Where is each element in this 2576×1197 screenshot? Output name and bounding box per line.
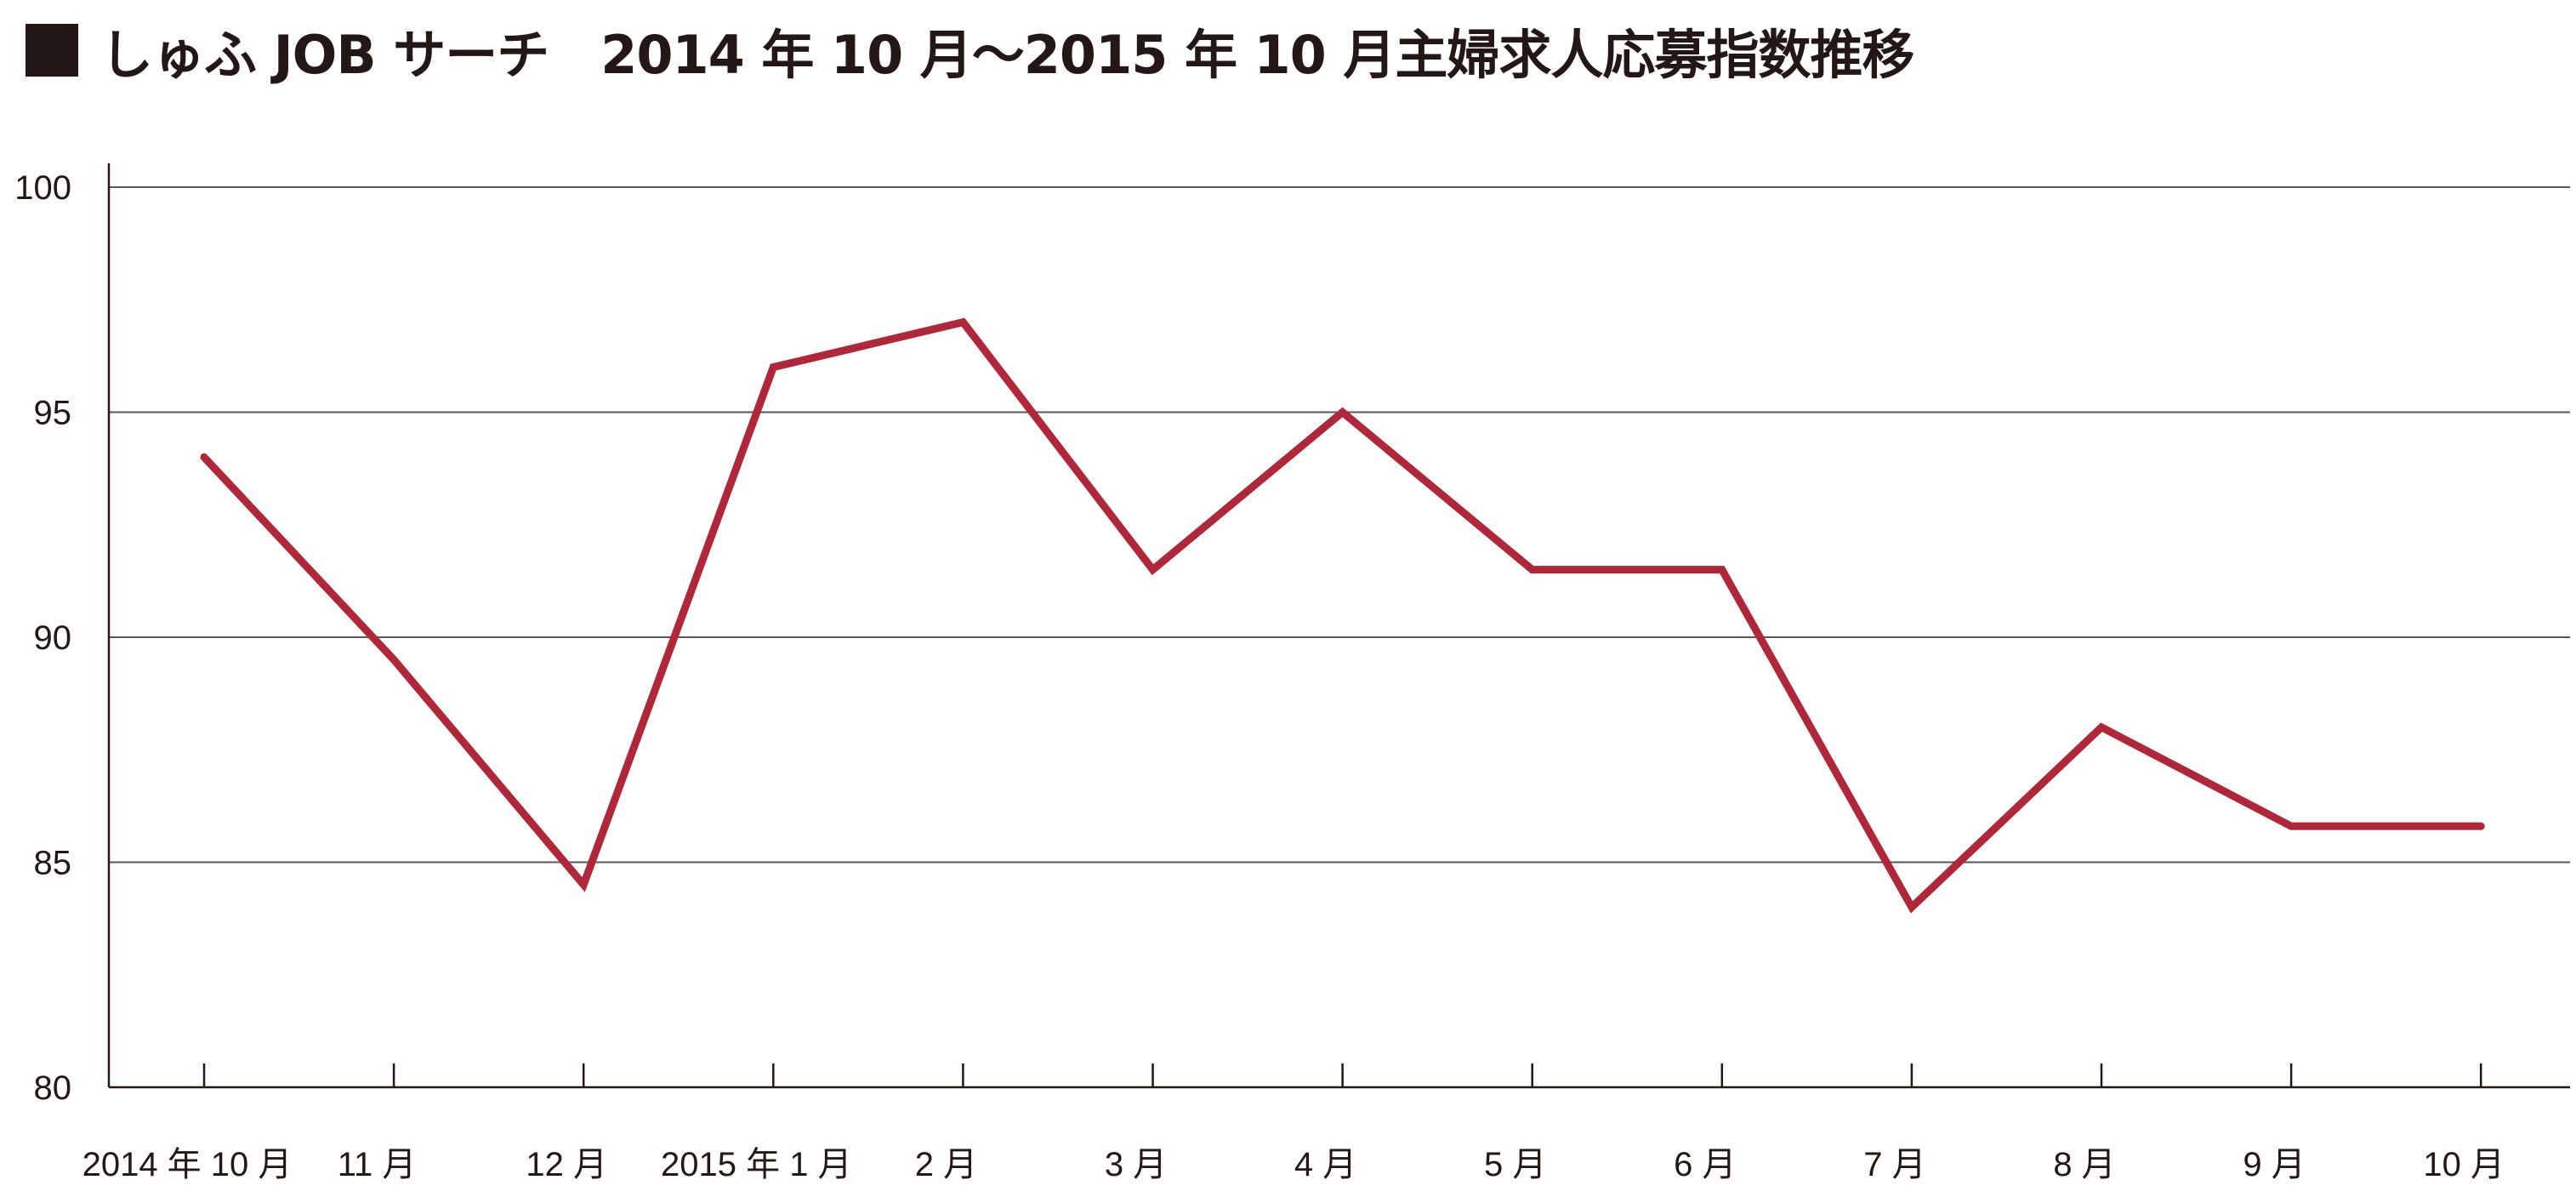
x-tick-label: 10 月 — [2423, 1146, 2505, 1183]
y-tick-label: 95 — [34, 395, 72, 432]
x-tick-label: 2 月 — [915, 1146, 977, 1183]
series-line — [200, 317, 2485, 914]
x-tick-label: 4 月 — [1294, 1146, 1356, 1183]
y-tick-label: 90 — [34, 619, 72, 657]
title-square-icon — [26, 24, 78, 77]
x-tick-label: 11 月 — [338, 1146, 417, 1183]
x-axis-ticks: 2014 年 10 月 11 月 12 月 2015 年 1 月 2 月 3 月 4 月 5 … — [82, 1063, 2505, 1183]
x-tick-label: 2015 年 1 月 — [661, 1146, 852, 1183]
x-tick-label: 6 月 — [1674, 1146, 1736, 1183]
x-tick-label: 3 月 — [1105, 1146, 1167, 1183]
y-axis-ticks: 80 85 90 95 100 — [14, 169, 71, 1107]
series-group — [200, 317, 2485, 914]
x-tick-label: 2014 年 10 月 — [82, 1146, 293, 1183]
x-tick-label: 9 月 — [2243, 1146, 2305, 1183]
y-tick-label: 85 — [34, 845, 72, 882]
y-tick-label: 100 — [14, 169, 71, 207]
chart-title: しゅふ JOB サーチ 2014 年 10 月〜2015 年 10 月主婦求人応… — [26, 12, 1914, 88]
x-tick-label: 7 月 — [1863, 1146, 1925, 1183]
x-tick-label: 8 月 — [2053, 1146, 2115, 1183]
chart-title-text: しゅふ JOB サーチ 2014 年 10 月〜2015 年 10 月主婦求人応… — [100, 24, 1914, 86]
x-tick-label: 12 月 — [526, 1146, 607, 1183]
x-tick-label: 5 月 — [1484, 1146, 1546, 1183]
axes — [107, 163, 2570, 1089]
y-tick-label: 80 — [34, 1069, 72, 1107]
